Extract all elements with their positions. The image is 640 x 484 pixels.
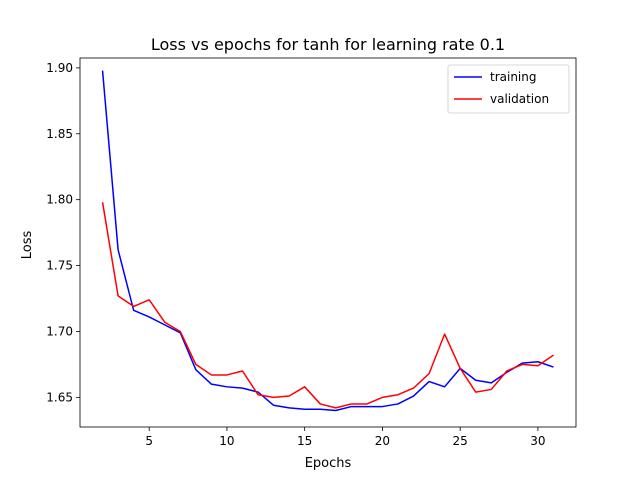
x-tick-label: 5	[145, 434, 153, 448]
y-tick-label: 1.80	[46, 193, 73, 207]
legend-label-training: training	[490, 70, 537, 84]
chart-title: Loss vs epochs for tanh for learning rat…	[151, 35, 505, 54]
y-tick-label: 1.75	[46, 259, 73, 273]
series-line-training	[101, 70, 554, 412]
series-line-validation	[101, 202, 554, 409]
y-tick-label: 1.90	[46, 61, 73, 75]
x-tick-label: 25	[453, 434, 468, 448]
y-tick-label: 1.65	[46, 390, 73, 404]
y-axis-label: Loss	[20, 231, 35, 260]
legend-label-validation: validation	[490, 92, 549, 106]
y-tick-label: 1.85	[46, 127, 73, 141]
plot-area: 5 10 15 20 25 30 1.65 1.70 1.75 1.80 1.85 1.90 train…	[46, 57, 577, 448]
x-tick-label: 15	[297, 434, 312, 448]
x-tick-label: 20	[375, 434, 390, 448]
x-tick-label: 10	[219, 434, 234, 448]
x-tick-label: 30	[530, 434, 545, 448]
axes-frame	[79, 57, 577, 428]
y-tick-label: 1.70	[46, 324, 73, 338]
x-axis-label: Epochs	[305, 456, 352, 471]
